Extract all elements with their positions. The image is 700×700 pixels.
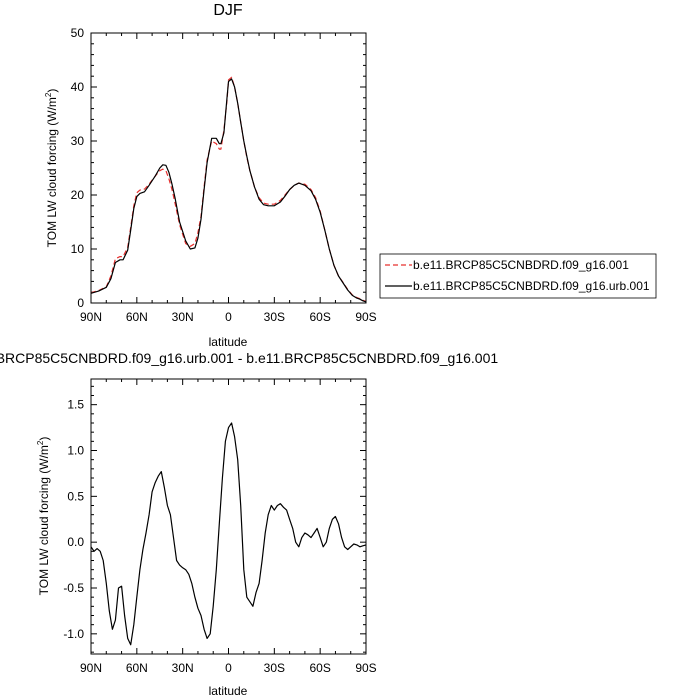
bottom-axis-ticks <box>90 379 367 654</box>
top-y-axis-label-main: TOM LW cloud forcing (W/m <box>45 97 59 247</box>
bottom-x-tick-label: 30N <box>172 661 194 675</box>
top-x-tick-label: 90S <box>355 310 376 324</box>
top-x-axis-label: latitude <box>209 335 248 349</box>
top-x-tick-label: 0 <box>225 310 232 324</box>
bottom-y-tick-label: -1.0 <box>63 627 84 641</box>
top-series-lines <box>90 76 367 303</box>
bottom-plot-frame <box>90 378 367 655</box>
top-y-tick-labels: 0 10 20 30 40 50 <box>71 26 85 310</box>
bottom-series-line-1 <box>90 422 367 646</box>
top-y-tick-label: 50 <box>71 26 85 40</box>
bottom-x-tick-label: 30S <box>264 661 285 675</box>
top-y-tick-label: 0 <box>77 296 84 310</box>
bottom-x-axis-label: latitude <box>209 684 248 698</box>
bottom-y-tick-label: 0.5 <box>67 489 84 503</box>
top-y-axis-label: TOM LW cloud forcing (W/m2) <box>44 89 59 248</box>
bottom-y-tick-label: 1.5 <box>67 398 84 412</box>
top-plot-frame <box>90 32 367 304</box>
legend-label-series-1: b.e11.BRCP85C5CNBDRD.f09_g16.001 <box>413 258 629 272</box>
top-series-line-1 <box>90 76 367 302</box>
bottom-y-axis-label-close: ) <box>37 437 51 441</box>
bottom-x-tick-label: 60S <box>309 661 330 675</box>
bottom-panel: b.e11.BRCP85C5CNBDRD.f09_g16.urb.001 - b… <box>0 350 498 698</box>
top-x-tick-label: 60S <box>309 310 330 324</box>
bottom-y-tick-label: 1.0 <box>67 444 84 458</box>
bottom-y-axis-label: TOM LW cloud forcing (W/m2) <box>36 437 51 596</box>
legend-label-series-2: b.e11.BRCP85C5CNBDRD.f09_g16.urb.001 <box>413 279 650 293</box>
top-x-tick-label: 60N <box>126 310 148 324</box>
bottom-x-tick-label: 90S <box>355 661 376 675</box>
top-y-tick-label: 30 <box>71 134 85 148</box>
legend-box <box>379 253 657 299</box>
top-y-tick-label: 10 <box>71 242 85 256</box>
top-series-line-2 <box>90 78 367 303</box>
bottom-chart-title: b.e11.BRCP85C5CNBDRD.f09_g16.urb.001 - b… <box>0 350 498 366</box>
bottom-y-axis-label-main: TOM LW cloud forcing (W/m <box>37 445 51 595</box>
top-y-tick-label: 40 <box>71 80 85 94</box>
top-axis-ticks <box>90 32 367 304</box>
top-x-tick-label: 30S <box>264 310 285 324</box>
bottom-y-tick-label: 0.0 <box>67 535 84 549</box>
legend: b.e11.BRCP85C5CNBDRD.f09_g16.001 b.e11.B… <box>379 253 657 299</box>
top-y-tick-label: 20 <box>71 188 85 202</box>
bottom-y-tick-labels: -1.0 -0.5 0.0 0.5 1.0 1.5 <box>63 398 84 641</box>
top-x-tick-label: 30N <box>172 310 194 324</box>
bottom-x-tick-label: 0 <box>225 661 232 675</box>
bottom-y-tick-label: -0.5 <box>63 581 84 595</box>
bottom-series-lines <box>90 422 367 646</box>
top-y-axis-label-close: ) <box>45 89 59 93</box>
top-chart-title: DJF <box>213 2 243 19</box>
bottom-x-tick-label: 90N <box>80 661 102 675</box>
bottom-y-axis-label-sup: 2 <box>36 440 45 445</box>
bottom-x-tick-label: 60N <box>126 661 148 675</box>
top-x-tick-labels: 90N 60N 30N 0 30S 60S 90S <box>80 310 377 324</box>
top-panel: DJF 90N 60N 30N 0 30S 60S 90S 0 10 20 30 40 50 lati… <box>44 2 377 349</box>
bottom-x-tick-labels: 90N 60N 30N 0 30S 60S 90S <box>80 661 377 675</box>
top-x-tick-label: 90N <box>80 310 102 324</box>
top-y-axis-label-sup: 2 <box>44 92 53 97</box>
